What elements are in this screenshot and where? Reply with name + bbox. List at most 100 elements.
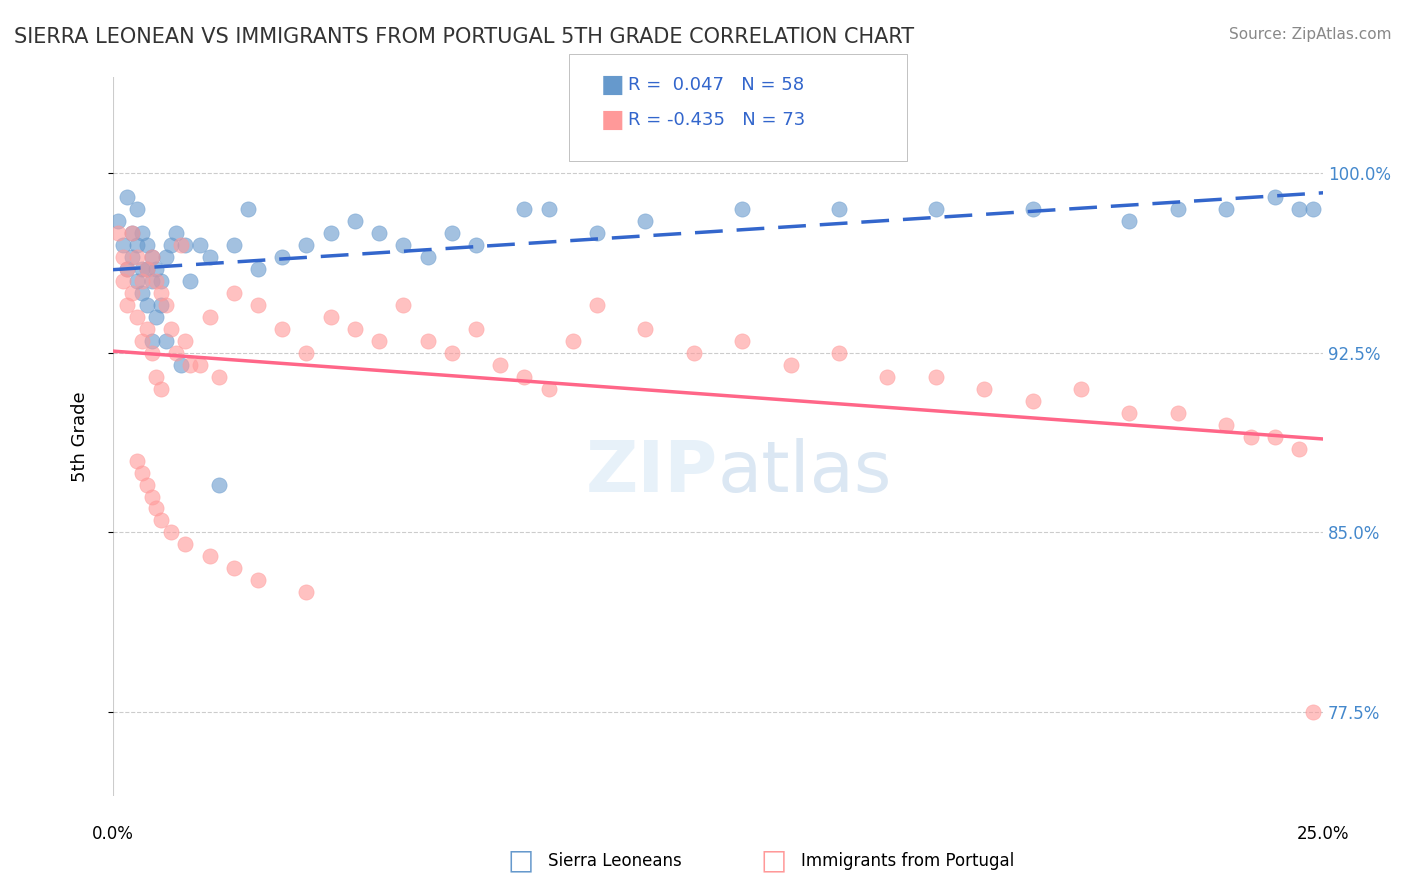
Point — [876, 369, 898, 384]
Point — [150, 285, 173, 300]
Text: Source: ZipAtlas.com: Source: ZipAtlas.com — [1229, 27, 1392, 42]
Point — [295, 238, 318, 252]
Point — [1288, 202, 1310, 216]
Point — [222, 561, 245, 575]
Text: 25.0%: 25.0% — [1296, 824, 1350, 843]
Point — [169, 238, 191, 252]
Point — [561, 334, 583, 348]
Point — [141, 250, 163, 264]
Point — [188, 238, 211, 252]
Point — [1070, 382, 1092, 396]
Point — [125, 310, 148, 324]
Point — [1021, 202, 1043, 216]
Point — [828, 346, 851, 360]
Point — [1215, 417, 1237, 432]
Point — [1239, 430, 1261, 444]
Point — [155, 334, 177, 348]
Point — [1264, 190, 1286, 204]
Text: ■: ■ — [600, 109, 624, 132]
Point — [1288, 442, 1310, 456]
Point — [174, 238, 197, 252]
Point — [145, 369, 167, 384]
Point — [513, 369, 536, 384]
Point — [295, 585, 318, 599]
Point — [222, 285, 245, 300]
Point — [150, 298, 173, 312]
Point — [731, 334, 754, 348]
Text: □: □ — [508, 847, 533, 874]
Point — [145, 262, 167, 277]
Point — [117, 262, 139, 277]
Point — [111, 238, 134, 252]
Point — [165, 226, 187, 240]
Point — [141, 490, 163, 504]
Point — [1021, 393, 1043, 408]
Point — [343, 322, 366, 336]
Point — [828, 202, 851, 216]
Point — [271, 250, 294, 264]
Y-axis label: 5th Grade: 5th Grade — [72, 392, 89, 482]
Text: □: □ — [761, 847, 786, 874]
Point — [160, 322, 183, 336]
Point — [117, 190, 139, 204]
Point — [1118, 214, 1140, 228]
Point — [160, 525, 183, 540]
Point — [155, 298, 177, 312]
Point — [537, 202, 560, 216]
Point — [1167, 202, 1189, 216]
Point — [271, 322, 294, 336]
Point — [319, 310, 342, 324]
Text: ■: ■ — [600, 73, 624, 96]
Point — [121, 226, 143, 240]
Point — [973, 382, 995, 396]
Point — [188, 358, 211, 372]
Point — [319, 226, 342, 240]
Text: ZIP: ZIP — [586, 438, 718, 507]
Text: Immigrants from Portugal: Immigrants from Portugal — [801, 852, 1015, 870]
Point — [135, 477, 157, 491]
Point — [295, 346, 318, 360]
Point — [208, 369, 231, 384]
Point — [131, 285, 153, 300]
Point — [513, 202, 536, 216]
Point — [222, 238, 245, 252]
Point — [1167, 406, 1189, 420]
Point — [150, 382, 173, 396]
Point — [135, 238, 157, 252]
Point — [586, 226, 609, 240]
Point — [169, 358, 191, 372]
Point — [131, 262, 153, 277]
Point — [135, 262, 157, 277]
Point — [1215, 202, 1237, 216]
Point — [343, 214, 366, 228]
Point — [586, 298, 609, 312]
Point — [141, 250, 163, 264]
Point — [121, 226, 143, 240]
Point — [1118, 406, 1140, 420]
Point — [198, 549, 221, 564]
Point — [125, 202, 148, 216]
Point — [368, 226, 391, 240]
Text: SIERRA LEONEAN VS IMMIGRANTS FROM PORTUGAL 5TH GRADE CORRELATION CHART: SIERRA LEONEAN VS IMMIGRANTS FROM PORTUG… — [14, 27, 914, 46]
Point — [925, 369, 948, 384]
Point — [117, 262, 139, 277]
Point — [135, 322, 157, 336]
Point — [537, 382, 560, 396]
Point — [145, 501, 167, 516]
Point — [465, 322, 488, 336]
Point — [465, 238, 488, 252]
Point — [160, 238, 183, 252]
Point — [174, 537, 197, 551]
Point — [141, 346, 163, 360]
Point — [208, 477, 231, 491]
Point — [682, 346, 704, 360]
Point — [1302, 202, 1324, 216]
Point — [179, 274, 201, 288]
Point — [131, 466, 153, 480]
Text: atlas: atlas — [718, 438, 893, 507]
Point — [238, 202, 260, 216]
Point — [179, 358, 201, 372]
Point — [141, 274, 163, 288]
Point — [141, 334, 163, 348]
Point — [150, 274, 173, 288]
